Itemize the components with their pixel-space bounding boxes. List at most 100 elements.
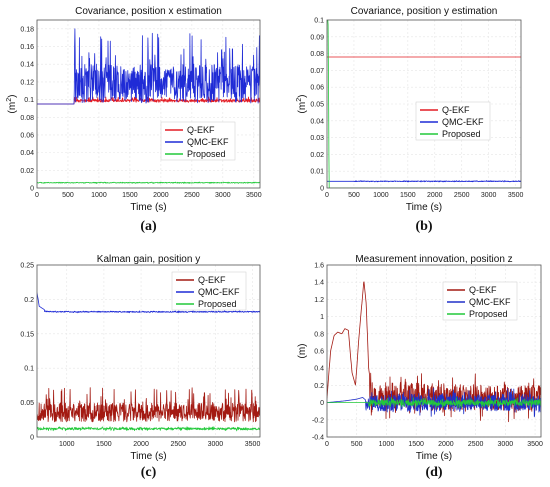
series-line-proposed — [37, 426, 260, 432]
y-tick-label: 0.08 — [20, 115, 34, 122]
legend-label: QMC-EKF — [187, 137, 229, 147]
y-tick-label: 0.01 — [310, 169, 324, 176]
panel-caption: (d) — [425, 465, 442, 480]
y-tick-label: 0.18 — [20, 26, 34, 33]
y-tick-label: 0.06 — [310, 85, 324, 92]
x-tick-label: 3500 — [527, 441, 543, 448]
x-tick-label: 0 — [325, 192, 329, 199]
chart-panel-b: 0 500 1000 1500 2000 2500 3000 3500 0 0.01 0.02 0.0… — [296, 6, 524, 234]
axes-frame — [326, 19, 522, 189]
chart-panel-d: 0 500 1000 1500 2000 2500 3000 3500 -0.4 -0.2 0 0.2… — [297, 254, 543, 480]
x-tick-label: 1000 — [59, 441, 75, 448]
axes-frame — [326, 264, 542, 438]
legend-label: Proposed — [442, 129, 481, 139]
x-tick-label: 2000 — [133, 441, 149, 448]
y-tick-label: 0.02 — [20, 168, 34, 175]
x-tick-label: 3500 — [246, 192, 262, 199]
y-tick-label: 0.25 — [20, 263, 34, 270]
panel-caption: (c) — [141, 465, 157, 480]
series-line-qmc-ekf — [327, 180, 521, 183]
y-tick-label: 0 — [30, 435, 34, 442]
y-tick-label: 0.08 — [310, 51, 324, 58]
legend-label: Q-EKF — [198, 275, 226, 285]
y-tick-label: 0.06 — [20, 132, 34, 139]
series-line-qmc-ekf — [37, 28, 260, 105]
y-tick-label: 0.2 — [314, 383, 324, 390]
y-tick-label: 0 — [320, 186, 324, 193]
x-tick-label: 3500 — [508, 192, 524, 199]
y-tick-label: 0.04 — [310, 118, 324, 125]
y-tick-label: 0.09 — [310, 34, 324, 41]
chart-title: Covariance, position y estimation — [351, 6, 498, 17]
y-tick-label: 0.05 — [20, 400, 34, 407]
x-tick-label: 500 — [62, 192, 74, 199]
x-tick-label: 3000 — [498, 441, 514, 448]
panel-caption: (b) — [415, 219, 432, 234]
y-tick-label: -0.2 — [312, 417, 324, 424]
y-tick-label: 0.03 — [310, 135, 324, 142]
x-axis-label: Time (s) — [406, 202, 442, 213]
x-tick-label: 2500 — [454, 192, 470, 199]
legend-label: Q-EKF — [469, 285, 497, 295]
x-tick-label: 3000 — [215, 192, 231, 199]
y-tick-label: 0.05 — [310, 102, 324, 109]
legend-label: Proposed — [187, 149, 226, 159]
chart-title: Kalman gain, position y — [97, 254, 200, 265]
y-tick-label: 0.8 — [314, 331, 324, 338]
x-tick-label: 1500 — [408, 441, 424, 448]
y-tick-label: 0 — [320, 400, 324, 407]
legend-label: QMC-EKF — [469, 297, 511, 307]
y-tick-label: 0.1 — [24, 97, 34, 104]
chart-title: Covariance, position x estimation — [75, 6, 222, 17]
y-tick-label: 0.04 — [20, 150, 34, 157]
y-tick-label: 0.12 — [20, 79, 34, 86]
x-tick-label: 3000 — [481, 192, 497, 199]
x-tick-label: 2000 — [438, 441, 454, 448]
legend: Q-EKF QMC-EKF Proposed — [442, 281, 518, 321]
x-tick-label: 500 — [351, 441, 363, 448]
y-tick-label: 0.07 — [310, 68, 324, 75]
legend: Q-EKF QMC-EKF Proposed — [160, 121, 236, 161]
x-tick-label: 0 — [325, 441, 329, 448]
y-axis-label: (m2) — [296, 95, 308, 114]
legend-label: QMC-EKF — [198, 287, 240, 297]
y-tick-label: 0.02 — [310, 152, 324, 159]
x-tick-label: 2000 — [427, 192, 443, 199]
chart-panel-c: 1000 1500 2000 2500 3000 3500 0 0.05 0.1 0.15 0.2 0… — [20, 254, 260, 480]
x-tick-label: 1500 — [122, 192, 138, 199]
x-tick-label: 1000 — [91, 192, 107, 199]
x-tick-label: 2000 — [153, 192, 169, 199]
y-tick-label: 0.16 — [20, 44, 34, 51]
y-tick-label: 0.15 — [20, 331, 34, 338]
axes-frame — [36, 264, 261, 438]
series-line-proposed — [327, 397, 541, 409]
x-tick-label: 1500 — [400, 192, 416, 199]
x-tick-label: 2500 — [170, 441, 186, 448]
x-tick-label: 1000 — [373, 192, 389, 199]
x-tick-label: 1500 — [96, 441, 112, 448]
y-tick-label: 0 — [30, 186, 34, 193]
x-tick-label: 3500 — [245, 441, 261, 448]
legend: Q-EKF QMC-EKF Proposed — [171, 271, 247, 311]
series-line-proposed — [37, 181, 260, 184]
legend-label: Proposed — [198, 299, 237, 309]
y-tick-label: 0.6 — [314, 349, 324, 356]
x-axis-label: Time (s) — [130, 202, 166, 213]
panel-caption: (a) — [140, 219, 157, 234]
y-tick-label: 1.6 — [314, 263, 324, 270]
legend-label: QMC-EKF — [442, 117, 484, 127]
y-axis-label: (m) — [297, 344, 308, 359]
y-tick-label: 1 — [320, 314, 324, 321]
y-tick-label: 1.2 — [314, 297, 324, 304]
x-tick-label: 2500 — [184, 192, 200, 199]
x-axis-label: Time (s) — [130, 451, 166, 462]
y-tick-label: 0.1 — [314, 18, 324, 25]
x-tick-label: 0 — [35, 192, 39, 199]
legend-label: Proposed — [469, 309, 508, 319]
series-line-qmc-ekf — [37, 292, 260, 314]
series-line-q-ekf — [37, 387, 260, 423]
y-tick-label: 0.4 — [314, 366, 324, 373]
x-tick-label: 2500 — [468, 441, 484, 448]
axes-frame — [36, 19, 261, 189]
